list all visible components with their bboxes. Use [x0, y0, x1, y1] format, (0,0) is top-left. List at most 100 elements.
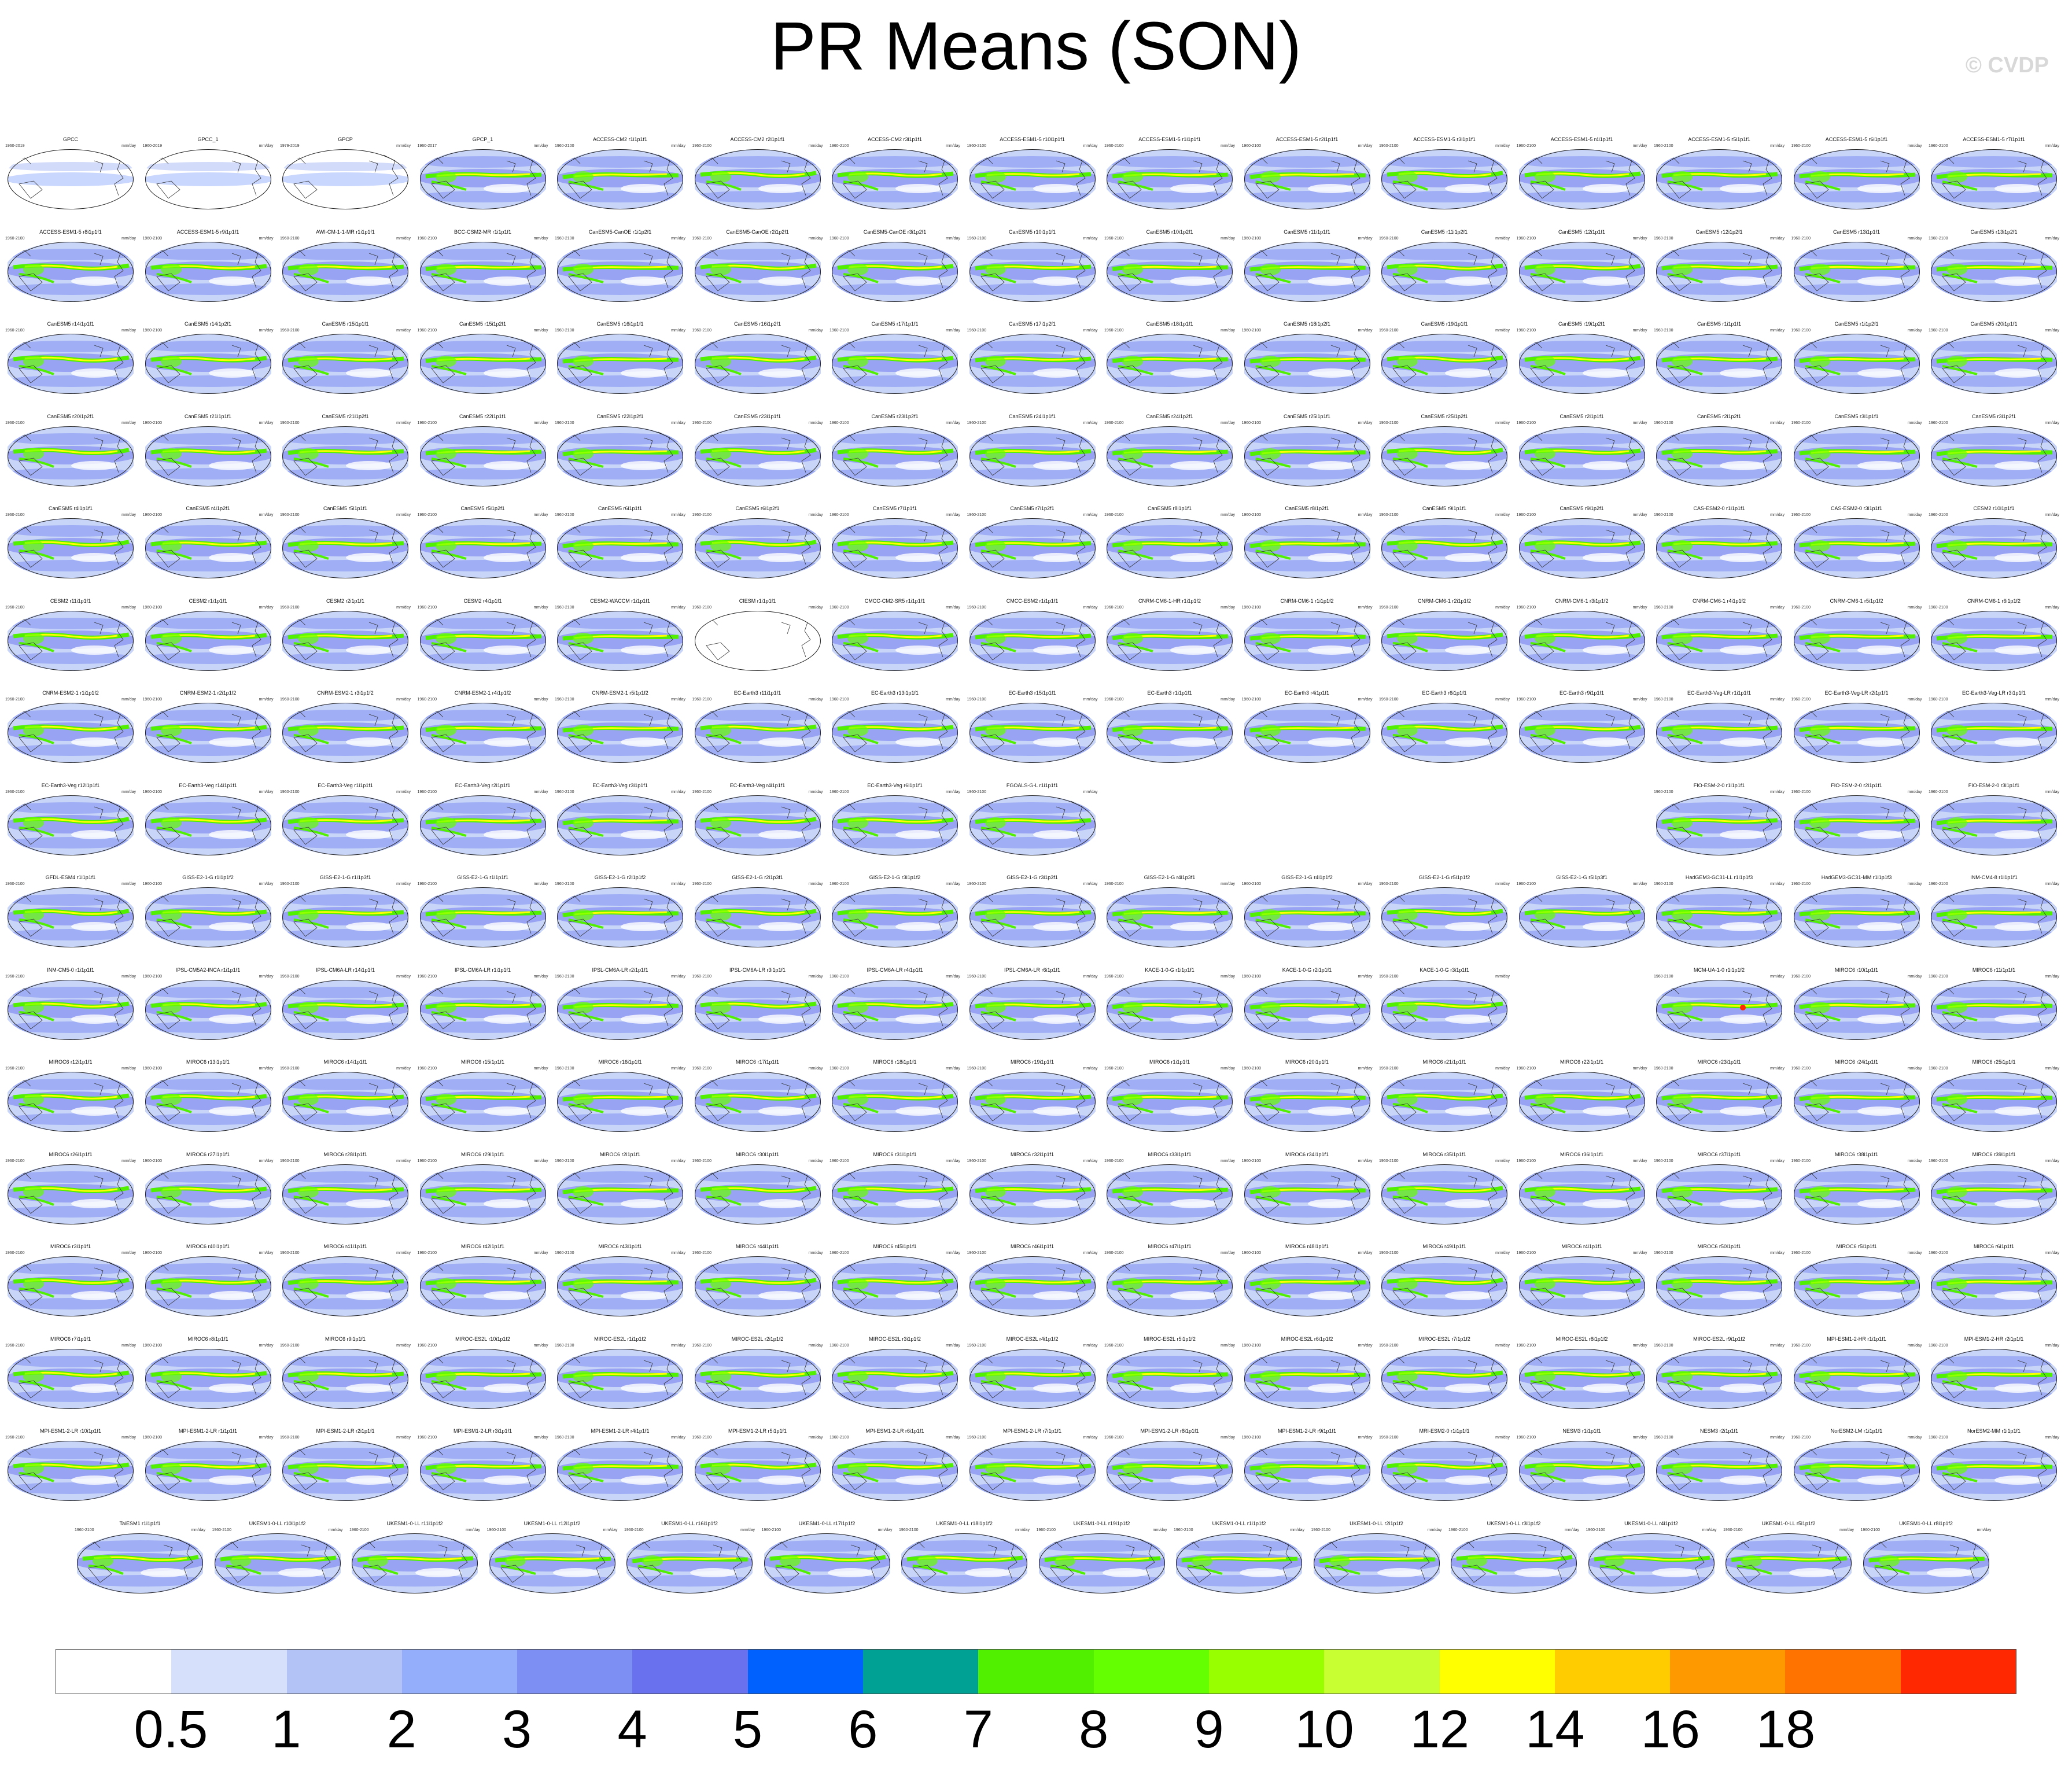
panel-units: mm/day: [2045, 420, 2059, 425]
panel-title: CIESM r1i1p1f1: [739, 597, 776, 604]
panel-units: mm/day: [121, 790, 136, 794]
map-panel: MIROC6 r22i1p1f1 1960-2100 mm/day: [1516, 1059, 1649, 1134]
map-panel: CNRM-ESM2-1 r5i1p1f2 1960-2100 mm/day: [554, 690, 687, 765]
panel-years: 1960-2100: [142, 698, 162, 702]
precip-map: [969, 1072, 1096, 1132]
map-panel: MIROC6 r29i1p1f1 1960-2100 mm/day: [416, 1152, 550, 1227]
map-panel: HadGEM3-GC31-MM r1i1p1f3 1960-2100 mm/day: [1790, 875, 1923, 950]
panel-title: CanESM5 r12i1p1f1: [1558, 228, 1606, 235]
precip-map: [1656, 241, 1782, 302]
panel-title: CanESM5 r6i1p2f1: [735, 506, 780, 511]
map-panel: GPCP_1 1960-2017 mm/day: [416, 137, 550, 212]
panel-title: MIROC6 r17i1p1f1: [735, 1059, 780, 1065]
colorbar-swatch: [401, 1650, 518, 1694]
panel-title: CanESM5 r9i1p1f1: [1422, 506, 1467, 511]
precip-map: [352, 1533, 478, 1593]
panel-units: mm/day: [1221, 1159, 1235, 1163]
panel-title: EC-Earth3 r1i1p1f1: [1147, 690, 1192, 696]
map-panel: UKESM1-0-LL r5i1p1f2 1960-2100 mm/day: [1722, 1521, 1855, 1596]
precip-map: [489, 1533, 615, 1593]
panel-title: GISS-E2-1-G r1i1p1f2: [182, 875, 234, 880]
panel-units: mm/day: [946, 605, 960, 610]
panel-title: GPCP_1: [472, 137, 493, 142]
panel-units: mm/day: [2045, 882, 2059, 886]
map-panel: CanESM5 r3i1p1f1 1960-2100 mm/day: [1790, 414, 1923, 489]
panel-years: 1960-2100: [142, 1343, 162, 1348]
panel-years: 1960-2100: [555, 144, 574, 148]
panel-years: 1960-2100: [417, 236, 437, 241]
panel-title: CanESM5 r6i1p1f1: [598, 506, 643, 511]
panel-years: 1960-2100: [1516, 1159, 1536, 1163]
map-panel: MPI-ESM1-2-LR r4i1p1f1 1960-2100 mm/day: [554, 1428, 687, 1503]
panel-years: 1960-2100: [1929, 882, 1948, 886]
panel-units: mm/day: [533, 513, 548, 517]
precip-map: [419, 1164, 546, 1224]
map-panel: CanESM5 r23i1p1f1 1960-2100 mm/day: [691, 414, 824, 489]
panel-years: 1960-2100: [5, 329, 25, 333]
panel-units: mm/day: [1221, 1343, 1235, 1348]
panel-title: ACCESS-ESM1-5 r8i1p1f1: [39, 228, 102, 235]
map-panel: MIROC6 r46i1p1f1 1960-2100 mm/day: [966, 1244, 1099, 1319]
precip-map: [969, 1164, 1096, 1224]
precip-map: [969, 518, 1096, 578]
panel-units: mm/day: [1083, 605, 1098, 610]
panel-years: 1960-2100: [1929, 698, 1948, 702]
map-panel: EC-Earth3-Veg r3i1p1f1 1960-2100 mm/day: [554, 783, 687, 858]
precip-map: [1793, 1256, 1920, 1316]
precip-map: [557, 1441, 683, 1501]
panel-years: 1960-2100: [1241, 420, 1261, 425]
precip-map: [1107, 241, 1233, 302]
panel-title: CNRM-ESM2-1 r2i1p1f2: [179, 690, 237, 696]
panel-years: 1960-2100: [142, 605, 162, 610]
map-panel: CAS-ESM2-0 r3i1p1f1 1960-2100 mm/day: [1790, 506, 1923, 581]
panel-years: 1960-2100: [417, 1067, 437, 1071]
precip-map: [1518, 334, 1645, 394]
map-panel: MIROC6 r1i1p1f1 1960-2100 mm/day: [1103, 1059, 1236, 1134]
panel-units: mm/day: [259, 420, 274, 425]
panel-units: mm/day: [671, 882, 685, 886]
panel-units: mm/day: [603, 1528, 618, 1532]
panel-units: mm/day: [1358, 1436, 1373, 1440]
panel-units: mm/day: [1495, 329, 1510, 333]
panel-years: 1960-2100: [555, 605, 574, 610]
panel-years: 1960-2100: [142, 1159, 162, 1163]
map-panel: MIROC6 r17i1p1f1 1960-2100 mm/day: [691, 1059, 824, 1134]
map-panel: ACCESS-CM2 r3i1p1f1 1960-2100 mm/day: [828, 137, 961, 212]
panel-title: CNRM-CM6-1 r3i1p1f2: [1555, 597, 1609, 604]
panel-years: 1960-2100: [692, 698, 711, 702]
map-panel: EC-Earth3-Veg r6i1p1f1 1960-2100 mm/day: [828, 783, 961, 858]
panel-years: 1960-2100: [1586, 1528, 1605, 1532]
map-panel: MIROC6 r31i1p1f1 1960-2100 mm/day: [828, 1152, 961, 1227]
panel-title: CESM2 r2i1p1f1: [326, 597, 365, 604]
panel-years: 1960-2100: [417, 790, 437, 794]
panel-title: MIROC6 r19i1p1f1: [1010, 1059, 1055, 1065]
panel-years: 1960-2100: [1104, 882, 1124, 886]
precip-map: [557, 1348, 683, 1409]
precip-map: [1381, 241, 1507, 302]
map-panel: MPI-ESM1-2-LR r1i1p1f1 1960-2100 mm/day: [142, 1428, 275, 1503]
panel-units: mm/day: [1358, 513, 1373, 517]
panel-units: mm/day: [533, 236, 548, 241]
panel-years: 1960-2100: [280, 1343, 300, 1348]
panel-title: EC-Earth3-Veg-LR r3i1p1f1: [1962, 690, 2026, 696]
panel-title: MPI-ESM1-2-LR r9i1p1f1: [1277, 1428, 1337, 1434]
precip-map: [1381, 1072, 1507, 1132]
panel-units: mm/day: [1632, 144, 1647, 148]
panel-units: mm/day: [1770, 329, 1785, 333]
panel-units: mm/day: [1221, 1067, 1235, 1071]
panel-units: mm/day: [1221, 236, 1235, 241]
panel-years: 1960-2100: [280, 1067, 300, 1071]
precip-map: [8, 703, 134, 763]
precip-map: [1656, 703, 1782, 763]
panel-years: 1960-2100: [280, 882, 300, 886]
panel-units: mm/day: [1083, 1251, 1098, 1255]
panel-years: 1960-2100: [1791, 1067, 1811, 1071]
panel-years: 1960-2100: [1379, 420, 1399, 425]
panel-units: mm/day: [1290, 1528, 1304, 1532]
panel-units: mm/day: [1221, 1251, 1235, 1255]
panel-title: GISS-E2-1-G r5i1p3f1: [1556, 875, 1608, 880]
panel-units: mm/day: [1083, 420, 1098, 425]
map-panel: INM-CM4-8 r1i1p1f1 1960-2100 mm/day: [1927, 875, 2060, 950]
panel-years: 1960-2100: [829, 1436, 849, 1440]
panel-title: NESM3 r1i1p1f1: [1562, 1428, 1601, 1434]
